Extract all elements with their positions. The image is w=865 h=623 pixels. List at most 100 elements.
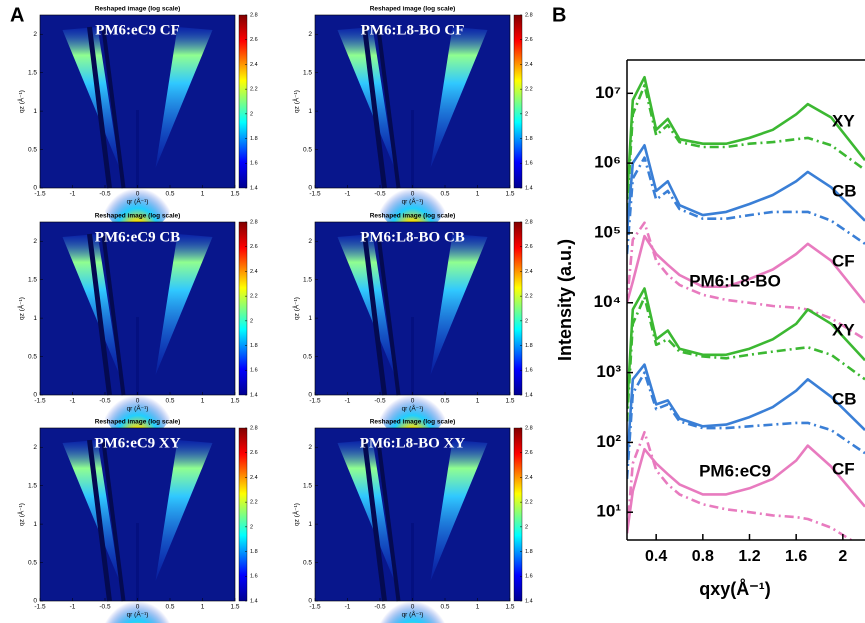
y-tick-label: 10⁷ (595, 83, 621, 102)
y-tick-label: 1 (308, 315, 312, 322)
x-tick-label: -1.5 (34, 398, 46, 405)
x-tick-label: 0.5 (165, 604, 174, 611)
x-tick-label: 0.5 (440, 604, 449, 611)
x-tick-label: 1 (201, 191, 205, 198)
sample-label: PM6:eC9 CB (95, 229, 180, 245)
heatmap-title: Reshaped image (log scale) (95, 6, 181, 13)
detector-gap (87, 26, 112, 189)
x-tick-label: 0 (136, 191, 140, 198)
x-axis-label: qxy(Å⁻¹) (699, 579, 771, 599)
x-tick-label: 2 (838, 548, 847, 565)
x-tick-label: 0.5 (165, 191, 174, 198)
y-axis-label: qz (Å⁻¹) (17, 503, 26, 526)
series-line (627, 84, 865, 212)
y-axis-label: Intensity (a.u.) (555, 239, 575, 361)
colorbar-tick-label: 1.6 (250, 574, 258, 580)
x-axis-label: qr (Å⁻¹) (402, 197, 424, 206)
detector-gap (87, 233, 112, 396)
y-axis-label: qz (Å⁻¹) (17, 90, 26, 113)
colorbar-tick-label: 2.6 (250, 37, 258, 43)
colorbar-tick-label: 2.6 (250, 450, 258, 456)
y-tick-label: 0 (308, 598, 312, 605)
colorbar-tick-label: 2.8 (525, 219, 533, 225)
colorbar (513, 221, 523, 396)
sample-label: PM6:L8-BO XY (360, 435, 466, 451)
colorbar (238, 14, 248, 189)
x-tick-label: -1.5 (34, 191, 46, 198)
y-axis-label: qz (Å⁻¹) (292, 503, 301, 526)
panel-letter: A (10, 4, 24, 26)
x-tick-label: -1 (345, 191, 351, 198)
x-tick-label: -0.5 (99, 191, 111, 198)
colorbar (513, 14, 523, 189)
scattering-lobe (155, 27, 213, 168)
x-tick-label: 1.2 (738, 548, 760, 565)
colorbar-tick-label: 1.8 (250, 343, 258, 349)
y-tick-label: 0.5 (303, 353, 312, 360)
beamstop (136, 523, 139, 601)
x-tick-label: -0.5 (99, 398, 111, 405)
colorbar-tick-label: 1.4 (525, 185, 533, 191)
annotation: CF (832, 459, 855, 478)
y-tick-label: 2 (308, 444, 312, 451)
series-line (627, 144, 865, 234)
x-tick-label: -0.5 (99, 604, 111, 611)
colorbar-tick-label: 2.2 (525, 294, 533, 300)
colorbar-tick-label: 1.6 (525, 368, 533, 374)
y-tick-label: 0.5 (28, 146, 37, 153)
x-tick-label: 1.6 (785, 548, 807, 565)
colorbar-tick-label: 2.8 (525, 425, 533, 431)
x-axis-label: qr (Å⁻¹) (127, 404, 149, 413)
y-tick-label: 1.5 (303, 69, 312, 76)
x-axis-label: qr (Å⁻¹) (127, 197, 149, 206)
colorbar-tick-label: 2.4 (250, 269, 258, 275)
colorbar-tick-label: 2.8 (250, 425, 258, 431)
beamstop (136, 317, 139, 395)
colorbar-tick-label: 1.4 (525, 392, 533, 398)
colorbar-tick-label: 1.4 (250, 185, 258, 191)
series-line (627, 287, 865, 410)
colorbar-tick-label: 2.6 (525, 244, 533, 250)
colorbar-tick-label: 2.2 (250, 500, 258, 506)
y-tick-label: 1.5 (28, 69, 37, 76)
colorbar-tick-label: 2.8 (250, 219, 258, 225)
x-tick-label: 0 (136, 604, 140, 611)
y-tick-label: 1.5 (303, 482, 312, 489)
x-axis-label: qr (Å⁻¹) (402, 610, 424, 619)
y-tick-label: 2 (308, 31, 312, 38)
series-line (627, 363, 865, 464)
x-tick-label: 1 (476, 398, 480, 405)
sample-label: PM6:eC9 CF (95, 22, 180, 38)
y-tick-label: 0 (308, 392, 312, 399)
x-tick-label: 0 (136, 398, 140, 405)
x-tick-label: 1 (476, 604, 480, 611)
x-tick-label: 1.5 (505, 398, 514, 405)
y-tick-label: 0 (308, 185, 312, 192)
scattering-lobe (155, 440, 213, 581)
y-axis-label: qz (Å⁻¹) (292, 297, 301, 320)
colorbar-tick-label: 2 (525, 318, 528, 324)
x-tick-label: -1.5 (309, 191, 321, 198)
y-axis-label: qz (Å⁻¹) (17, 297, 26, 320)
heatmap-title: Reshaped image (log scale) (370, 213, 456, 220)
x-tick-label: -0.5 (374, 191, 386, 198)
heatmap-title: Reshaped image (log scale) (95, 419, 181, 426)
colorbar-tick-label: 2.2 (525, 87, 533, 93)
y-tick-label: 2 (33, 31, 37, 38)
series-line (627, 234, 865, 304)
scattering-lobe (430, 27, 488, 168)
colorbar-tick-label: 2 (525, 524, 528, 530)
x-axis-label: qr (Å⁻¹) (402, 404, 424, 413)
x-tick-label: -1.5 (34, 604, 46, 611)
colorbar-tick-label: 1.6 (525, 161, 533, 167)
scattering-lobe (337, 440, 395, 581)
x-tick-label: 0.8 (692, 548, 714, 565)
annotation: CB (832, 181, 857, 200)
x-tick-label: 0.5 (440, 398, 449, 405)
series-line (627, 221, 865, 341)
series-line (627, 430, 854, 540)
colorbar-tick-label: 2.4 (525, 62, 533, 68)
beamstop (411, 110, 414, 188)
series-line (627, 156, 865, 255)
x-tick-label: 1.5 (505, 604, 514, 611)
